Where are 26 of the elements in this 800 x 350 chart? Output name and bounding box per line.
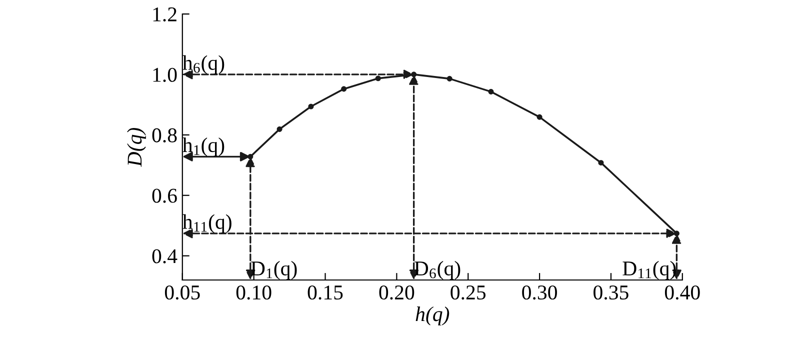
point xyxy=(598,160,604,166)
y-tick-label: 0.8 xyxy=(152,128,177,142)
x-tick-label: 0.35 xyxy=(594,285,628,300)
annotation: D$_{6}$(q) xyxy=(414,260,460,280)
annotation: D$_{11}$(q) xyxy=(622,260,676,280)
x-tick-label: 0.10 xyxy=(236,285,272,300)
point xyxy=(276,126,282,132)
y-axis-title: D(q) xyxy=(127,128,146,167)
x-tick-label: 0.40 xyxy=(664,285,700,300)
y-tick-label: 1.0 xyxy=(153,68,177,82)
point xyxy=(308,104,314,110)
point xyxy=(446,76,452,82)
point xyxy=(375,76,381,82)
x-tick-label: 0.30 xyxy=(522,285,557,300)
x-tick-label: 0.25 xyxy=(450,285,486,300)
point xyxy=(536,114,542,120)
annotation: D$_{1}$(q) xyxy=(251,260,297,280)
x-axis-title: h(q) xyxy=(416,306,450,326)
x-tick-label: 0.15 xyxy=(308,285,343,300)
x-tick-label: 0.05 xyxy=(164,285,200,300)
y-tick-label: 1.2 xyxy=(153,7,176,22)
y-tick-label: 0.6 xyxy=(152,188,177,203)
point xyxy=(488,88,494,94)
x-tick-label: 0.20 xyxy=(379,285,414,300)
point xyxy=(341,86,347,92)
y-tick-label: 0.4 xyxy=(152,249,178,264)
